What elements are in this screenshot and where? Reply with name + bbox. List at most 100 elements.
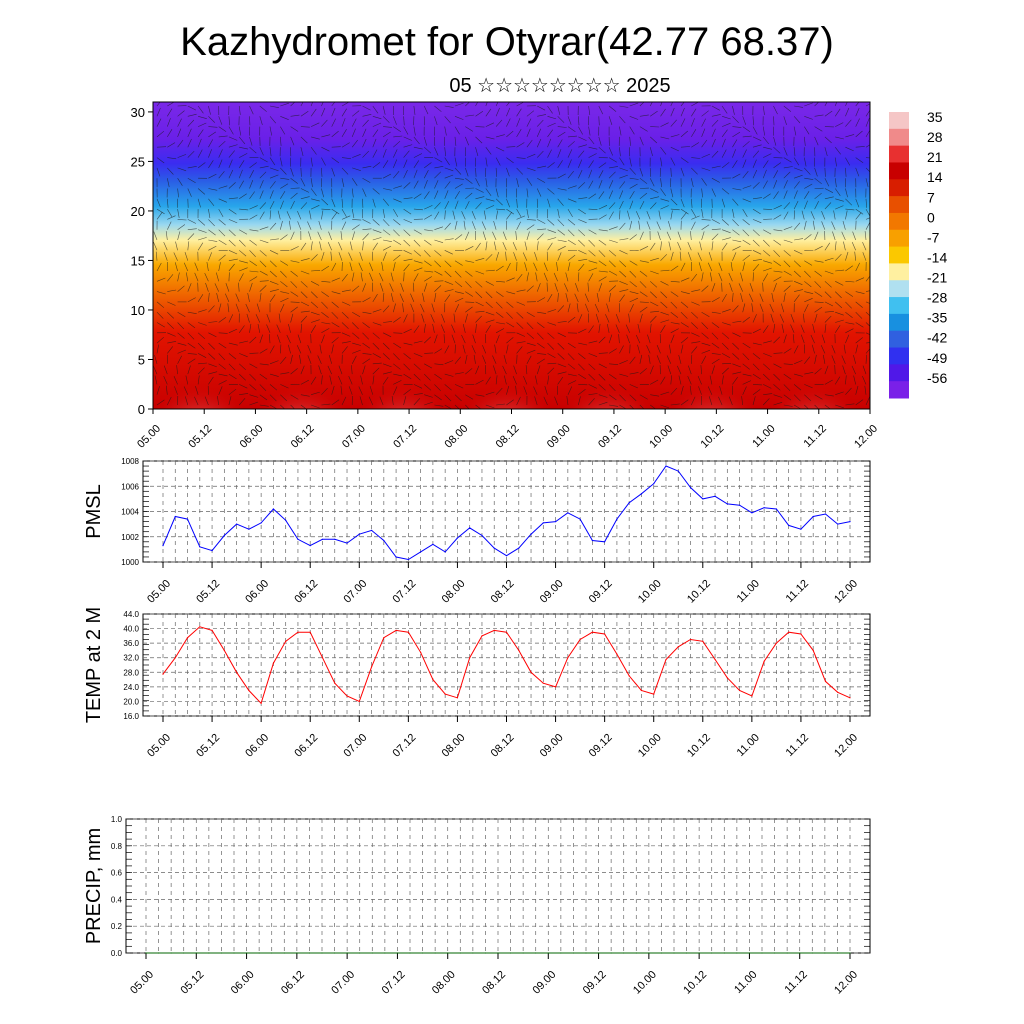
wind-barb xyxy=(814,177,822,185)
data-point xyxy=(775,508,778,510)
wind-barb xyxy=(598,373,606,381)
wind-barb xyxy=(834,157,837,167)
wind-barb xyxy=(537,165,547,169)
colorbar-swatch xyxy=(889,330,909,349)
wind-barb xyxy=(608,334,613,344)
wind-barb xyxy=(537,322,545,329)
wind-barb xyxy=(845,322,855,325)
wind-barb xyxy=(824,315,832,323)
wind-barb xyxy=(300,270,310,275)
wind-barb xyxy=(773,214,782,220)
wind-barb xyxy=(721,293,727,303)
warm-cell xyxy=(355,347,452,409)
wind-barb xyxy=(625,324,630,333)
wind-barb xyxy=(290,354,293,364)
wind-barb xyxy=(783,270,792,276)
wind-barb xyxy=(382,198,390,206)
wind-barb xyxy=(413,136,420,145)
wind-barb xyxy=(475,291,483,299)
wind-barb xyxy=(823,354,826,364)
wind-barb xyxy=(485,325,491,333)
wind-barb xyxy=(793,222,801,230)
wind-barb xyxy=(649,136,658,144)
wind-barb xyxy=(619,238,629,241)
x-tick-label: 07.00 xyxy=(341,732,369,760)
wind-barb xyxy=(701,349,711,354)
data-point xyxy=(383,539,385,542)
data-point xyxy=(530,671,532,673)
wind-barb xyxy=(393,185,402,189)
wind-barb xyxy=(567,316,576,323)
wind-barb xyxy=(327,241,332,251)
wind-barb xyxy=(208,105,211,115)
x-tick-label: 09.12 xyxy=(587,732,615,760)
wind-barb xyxy=(259,270,268,276)
data-point xyxy=(493,547,495,549)
wind-barb xyxy=(646,345,651,354)
wind-barb xyxy=(259,394,268,401)
wind-barb xyxy=(845,119,852,127)
x-tick-label: 09.00 xyxy=(538,578,566,606)
wind-barb xyxy=(516,108,522,117)
wind-barb xyxy=(691,301,700,306)
data-point xyxy=(522,952,524,954)
wind-barb xyxy=(249,384,257,391)
x-tick-label: 08.12 xyxy=(480,969,508,997)
wind-barb xyxy=(804,298,813,303)
wind-barb xyxy=(440,324,445,333)
wind-barb xyxy=(711,105,720,111)
wind-barb xyxy=(319,344,322,354)
wind-barb xyxy=(855,311,863,319)
wind-barb xyxy=(454,190,460,199)
wind-barb xyxy=(732,376,738,385)
wind-barb xyxy=(666,355,672,364)
wind-barb xyxy=(554,283,558,292)
wind-barb xyxy=(413,373,421,381)
wind-barb xyxy=(687,252,692,261)
wind-barb xyxy=(587,282,589,292)
wind-barb xyxy=(238,180,244,189)
wind-barb xyxy=(862,241,867,251)
wind-barb xyxy=(249,170,254,179)
wind-barb xyxy=(259,348,268,354)
wind-barb xyxy=(424,205,433,210)
wind-barb xyxy=(390,272,394,282)
wind-barb xyxy=(352,110,360,117)
wind-barb xyxy=(557,321,567,323)
wind-barb xyxy=(636,211,641,220)
wind-barb xyxy=(341,274,348,282)
wind-barb xyxy=(351,322,359,330)
wind-barb xyxy=(198,322,207,326)
wind-barb xyxy=(362,105,371,111)
wind-barb xyxy=(444,373,454,377)
wind-barb xyxy=(208,131,217,138)
wind-barb xyxy=(475,126,485,128)
wind-barb xyxy=(475,202,482,210)
wind-barb xyxy=(197,332,206,340)
wind-barb xyxy=(855,337,863,344)
wind-barb xyxy=(321,157,326,166)
wind-barb xyxy=(605,314,610,323)
wind-barb xyxy=(763,340,772,344)
wind-barb xyxy=(167,142,176,148)
wind-barb xyxy=(752,182,760,189)
wind-barb xyxy=(495,107,500,117)
wind-barb xyxy=(423,191,430,199)
x-tick-label: 12.00 xyxy=(832,578,860,606)
wind-barb xyxy=(506,167,510,177)
wind-barb xyxy=(701,272,704,282)
wind-barb xyxy=(752,363,760,371)
wind-barb xyxy=(208,139,214,148)
wind-barb xyxy=(711,177,720,183)
wind-barb xyxy=(506,311,513,319)
wind-barb xyxy=(485,376,491,385)
wind-barb xyxy=(187,177,196,183)
wind-barb xyxy=(280,404,286,409)
wind-barb xyxy=(321,146,330,152)
wind-barb xyxy=(711,165,721,169)
wind-barb xyxy=(465,368,473,375)
wind-barb xyxy=(740,293,743,302)
wind-barb xyxy=(649,365,654,375)
wind-barb xyxy=(197,105,204,114)
wind-barb xyxy=(677,365,682,375)
